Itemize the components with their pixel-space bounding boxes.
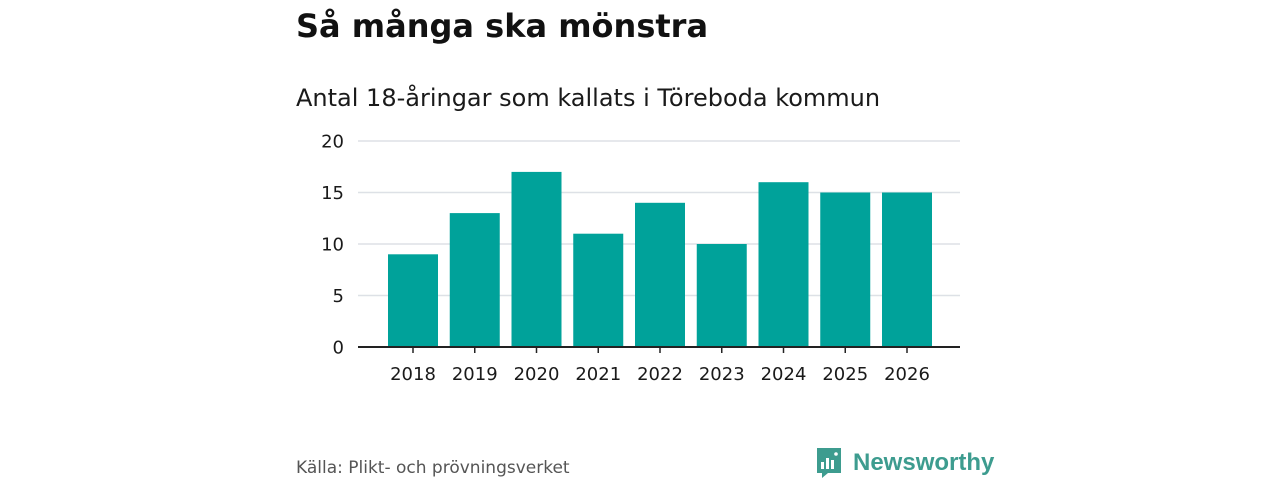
y-tick-label: 0 [333, 338, 344, 359]
x-tick-label: 2024 [761, 364, 807, 385]
bar [758, 182, 809, 347]
bar [449, 213, 500, 347]
x-tick-label: 2019 [452, 364, 498, 385]
x-tick-label: 2025 [822, 364, 868, 385]
x-tick-label: 2026 [884, 364, 930, 385]
bar-chart: 0 5 10 15 20 2018 2019 2020 2021 2022 2023 2024 202… [321, 132, 960, 385]
y-tick-label: 5 [333, 286, 344, 307]
bar [882, 192, 932, 347]
bar [511, 171, 562, 347]
y-tick-label: 10 [321, 235, 344, 256]
newsworthy-chart-bubble-icon [817, 448, 841, 478]
bars [388, 171, 932, 347]
x-tick-label: 2020 [514, 364, 560, 385]
bar [388, 254, 438, 347]
x-tick-label: 2018 [390, 364, 436, 385]
bar [696, 244, 747, 347]
brand-logo: Newsworthy [815, 446, 994, 480]
y-tick-label: 20 [321, 132, 344, 153]
bar [820, 192, 871, 347]
brand-name: Newsworthy [853, 449, 995, 476]
y-axis-ticks: 0 5 10 15 20 [321, 132, 344, 359]
page-title: Så många ska mönstra [296, 7, 709, 45]
chart-subtitle: Antal 18-åringar som kallats i Töreboda … [296, 84, 881, 112]
x-tick-label: 2023 [699, 364, 745, 385]
source-note: Källa: Plikt- och prövningsverket [296, 458, 570, 478]
y-tick-label: 15 [321, 183, 344, 204]
bar [635, 202, 685, 347]
x-tick-label: 2021 [575, 364, 621, 385]
x-tick-label: 2022 [637, 364, 683, 385]
x-axis-ticks: 2018 2019 2020 2021 2022 2023 2024 2025 2026 [390, 347, 930, 385]
bar [573, 233, 624, 347]
